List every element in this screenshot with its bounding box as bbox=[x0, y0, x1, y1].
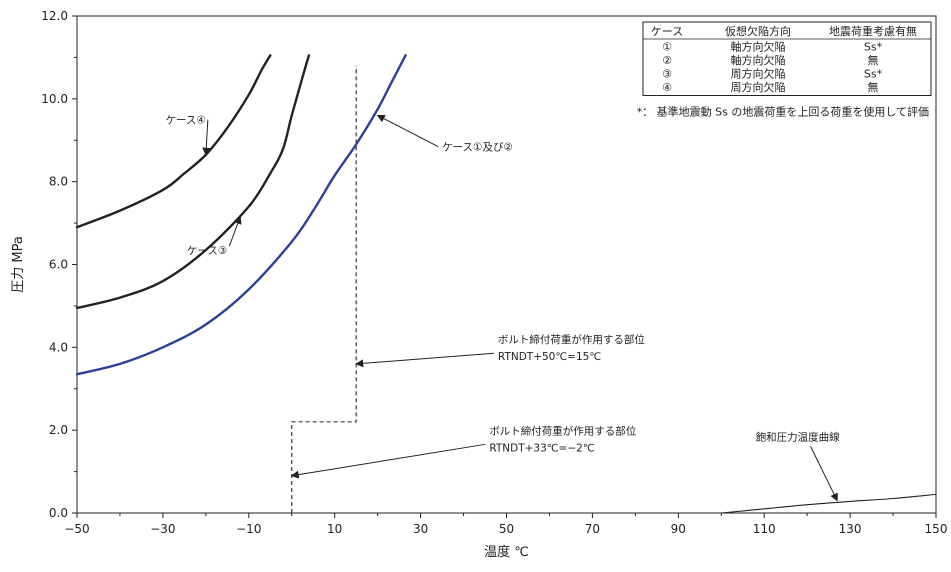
annotation-arrow bbox=[355, 352, 494, 368]
legend-cell: 周方向欠陥 bbox=[731, 67, 786, 81]
x-tick-label: 150 bbox=[925, 522, 948, 536]
annotation-arrow bbox=[290, 443, 486, 479]
legend-table-frame bbox=[642, 21, 932, 96]
y-tick-label: 12.0 bbox=[41, 9, 68, 23]
bolt-region-step-line bbox=[291, 65, 357, 513]
legend-footnote: *： 基準地震動 Ss の地震荷重を上回る荷重を使用して評価 bbox=[637, 105, 929, 119]
annotation-arrow bbox=[376, 114, 439, 148]
y-tick-label: 10.0 bbox=[41, 92, 68, 106]
y-tick-label: 0.0 bbox=[49, 506, 68, 520]
legend-cell: ③ bbox=[662, 68, 672, 81]
legend-cell: 周方向欠陥 bbox=[731, 80, 786, 94]
x-tick-label: 130 bbox=[839, 522, 862, 536]
series-line-1 bbox=[75, 54, 407, 376]
legend-cell: ④ bbox=[662, 81, 672, 94]
annotation-label: ケース④ bbox=[165, 115, 205, 127]
annotation-ann-case12: ケース①及び② bbox=[376, 114, 513, 154]
y-tick-label: 4.0 bbox=[49, 340, 68, 354]
legend-cell: ② bbox=[662, 54, 672, 67]
annotation-label: ケース③ bbox=[187, 245, 227, 257]
legend-cell: 軸方向欠陥 bbox=[731, 53, 786, 67]
x-tick-label: 30 bbox=[413, 522, 428, 536]
x-tick-label: 10 bbox=[327, 522, 342, 536]
legend-cell: 軸方向欠陥 bbox=[731, 40, 786, 54]
annotation-arrow bbox=[810, 446, 838, 502]
annotation-arrow bbox=[228, 215, 242, 247]
x-tick-label: −30 bbox=[150, 522, 175, 536]
annotation-ann-case3: ケース③ bbox=[187, 215, 242, 257]
series-line-4 bbox=[720, 493, 937, 514]
annotation-label: ケース①及び② bbox=[442, 142, 513, 154]
annotation-label: ボルト締付荷重が作用する部位 bbox=[489, 424, 636, 437]
legend-cell: Ss* bbox=[864, 41, 883, 54]
y-axis-title: 圧力 MPa bbox=[11, 236, 26, 293]
x-tick-label: 90 bbox=[671, 522, 686, 536]
annotation-arrow bbox=[202, 119, 211, 156]
annotation-ann-bolt15: ボルト締付荷重が作用する部位 RTNDT+50℃=15℃ bbox=[355, 333, 645, 368]
y-tick-label: 8.0 bbox=[49, 175, 68, 189]
legend-cell: 無 bbox=[868, 80, 879, 94]
legend-cell: ① bbox=[662, 41, 672, 54]
annotation-ann-sat: 飽和圧力温度曲線 bbox=[756, 431, 840, 502]
y-tick-label: 2.0 bbox=[49, 423, 68, 437]
x-tick-label: 110 bbox=[753, 522, 776, 536]
annotation-sub-label: RTNDT+33℃=−2℃ bbox=[489, 442, 594, 454]
legend-header: ケース bbox=[651, 25, 683, 38]
annotation-label: 飽和圧力温度曲線 bbox=[756, 431, 840, 444]
series-line-3 bbox=[75, 54, 272, 229]
annotation-sub-label: RTNDT+50℃=15℃ bbox=[498, 351, 601, 363]
x-tick-label: 70 bbox=[585, 522, 600, 536]
legend-header: 仮想欠陥方向 bbox=[725, 24, 791, 38]
x-tick-label: 50 bbox=[499, 522, 514, 536]
legend-cell: Ss* bbox=[864, 68, 883, 81]
annotation-ann-bolt-2: ボルト締付荷重が作用する部位 RTNDT+33℃=−2℃ bbox=[290, 424, 637, 479]
x-axis-title: 温度 ℃ bbox=[484, 544, 529, 560]
x-tick-label: −50 bbox=[64, 522, 89, 536]
annotation-label: ボルト締付荷重が作用する部位 bbox=[498, 333, 645, 346]
annotation-ann-case4: ケース④ bbox=[165, 115, 211, 156]
series-line-2 bbox=[75, 54, 311, 310]
legend-header: 地震荷重考慮有無 bbox=[829, 24, 917, 38]
x-tick-label: −10 bbox=[236, 522, 261, 536]
legend-cell: 無 bbox=[868, 53, 879, 67]
y-tick-label: 6.0 bbox=[49, 258, 68, 272]
